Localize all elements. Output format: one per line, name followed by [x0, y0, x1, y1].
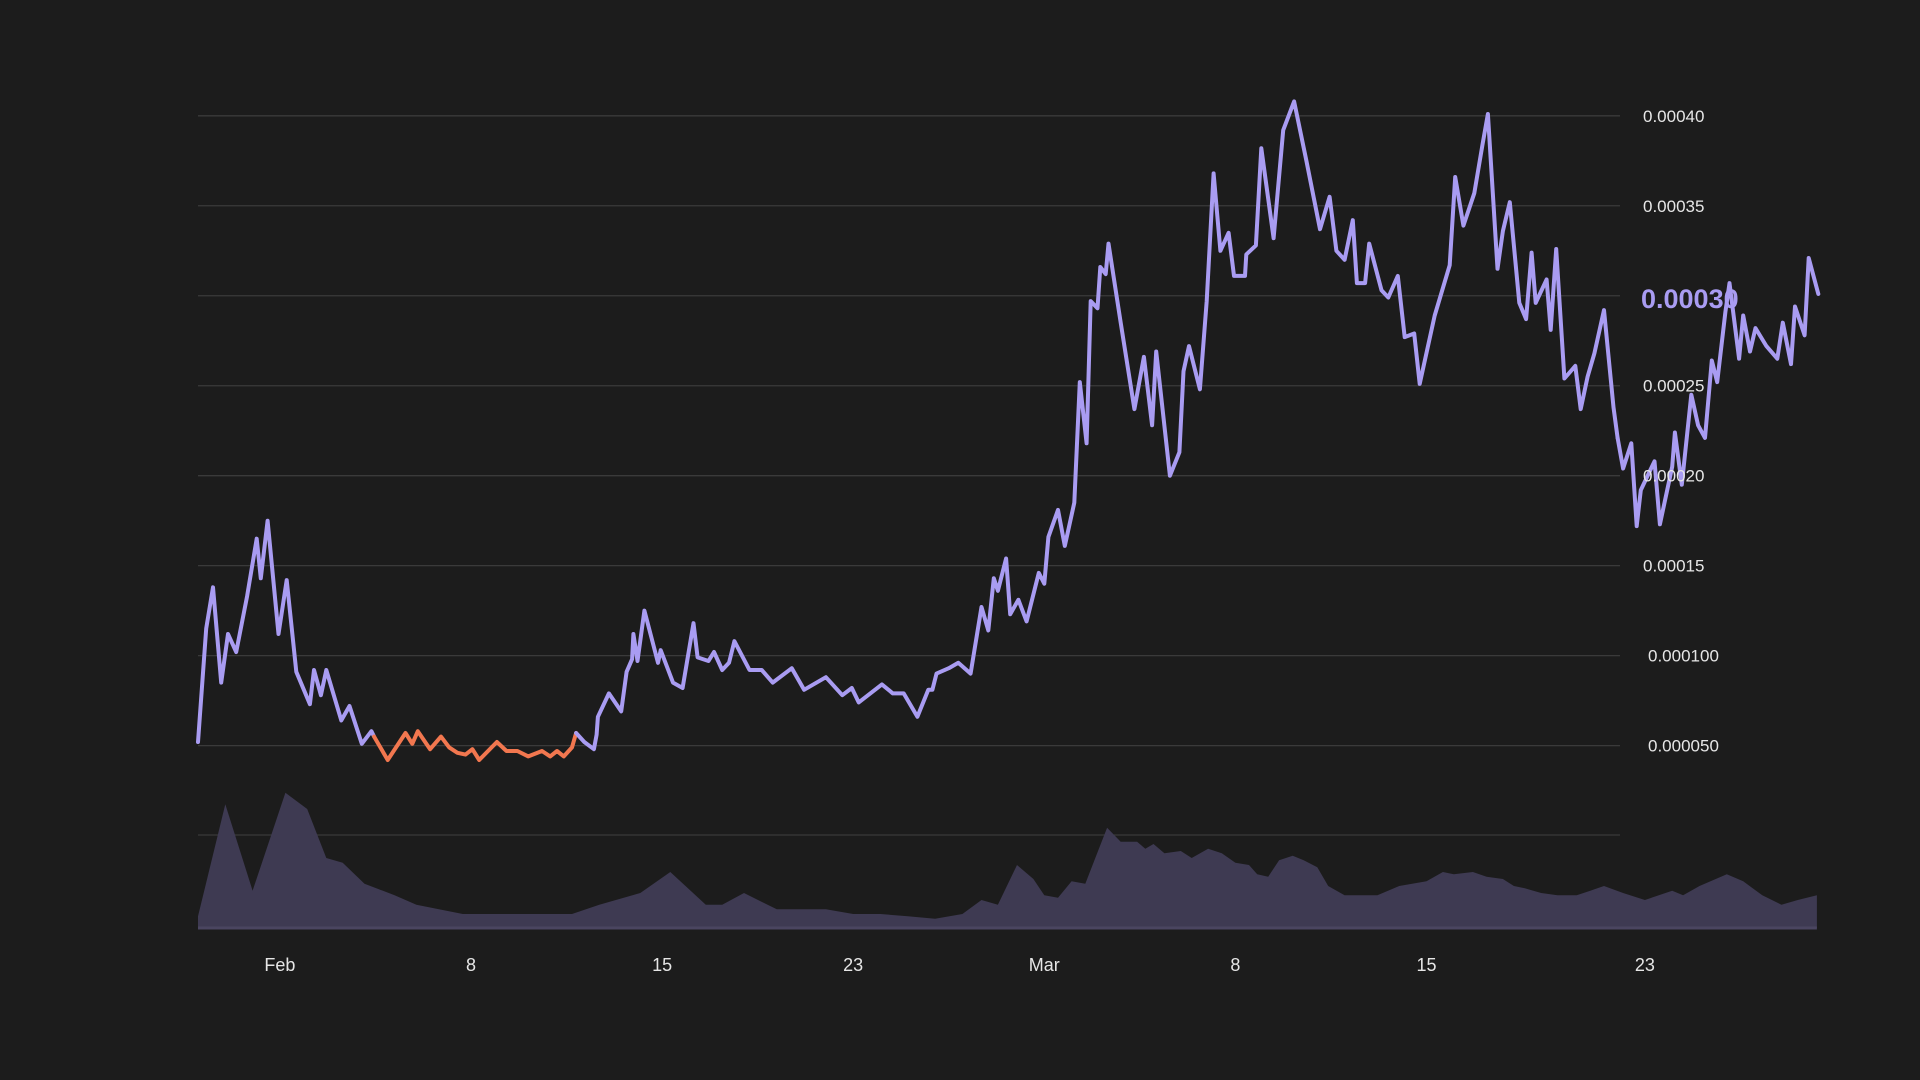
price-line-segment-0 [196, 518, 377, 746]
x-tick-label-1: 8 [466, 955, 476, 975]
y-tick-label-3: 0.00020 [1643, 467, 1704, 486]
x-tick-label-2: 15 [652, 955, 672, 975]
current-price-label: 0.00030 [1641, 284, 1739, 314]
price-line-segment-1 [372, 729, 579, 762]
price-line-segment-3 [1615, 256, 1821, 529]
y-tick-label-7: 0.00040 [1643, 107, 1704, 126]
x-tick-label-5: 8 [1230, 955, 1240, 975]
y-tick-label-2: 0.00015 [1643, 557, 1704, 576]
volume-area-fill [198, 792, 1817, 928]
x-tick-label-7: 23 [1635, 955, 1655, 975]
x-axis-ticks: Feb 8 15 23 Mar 8 15 23 [264, 955, 1655, 975]
x-tick-label-4: Mar [1029, 955, 1060, 975]
x-tick-label-0: Feb [264, 955, 295, 975]
x-tick-label-6: 15 [1416, 955, 1436, 975]
grid-lines [198, 115, 1620, 836]
x-tick-label-3: 23 [843, 955, 863, 975]
volume-area [198, 792, 1817, 930]
y-tick-label-4: 0.00025 [1643, 377, 1704, 396]
price-line [196, 99, 1821, 762]
y-tick-label-1: 0.000100 [1648, 647, 1719, 666]
y-tick-label-6: 0.00035 [1643, 197, 1704, 216]
price-line-segment-2 [574, 99, 1620, 752]
y-axis-ticks: 0.000050 0.000100 0.00015 0.00020 0.00025 0.0… [1643, 107, 1719, 756]
y-tick-label-0: 0.000050 [1648, 737, 1719, 756]
